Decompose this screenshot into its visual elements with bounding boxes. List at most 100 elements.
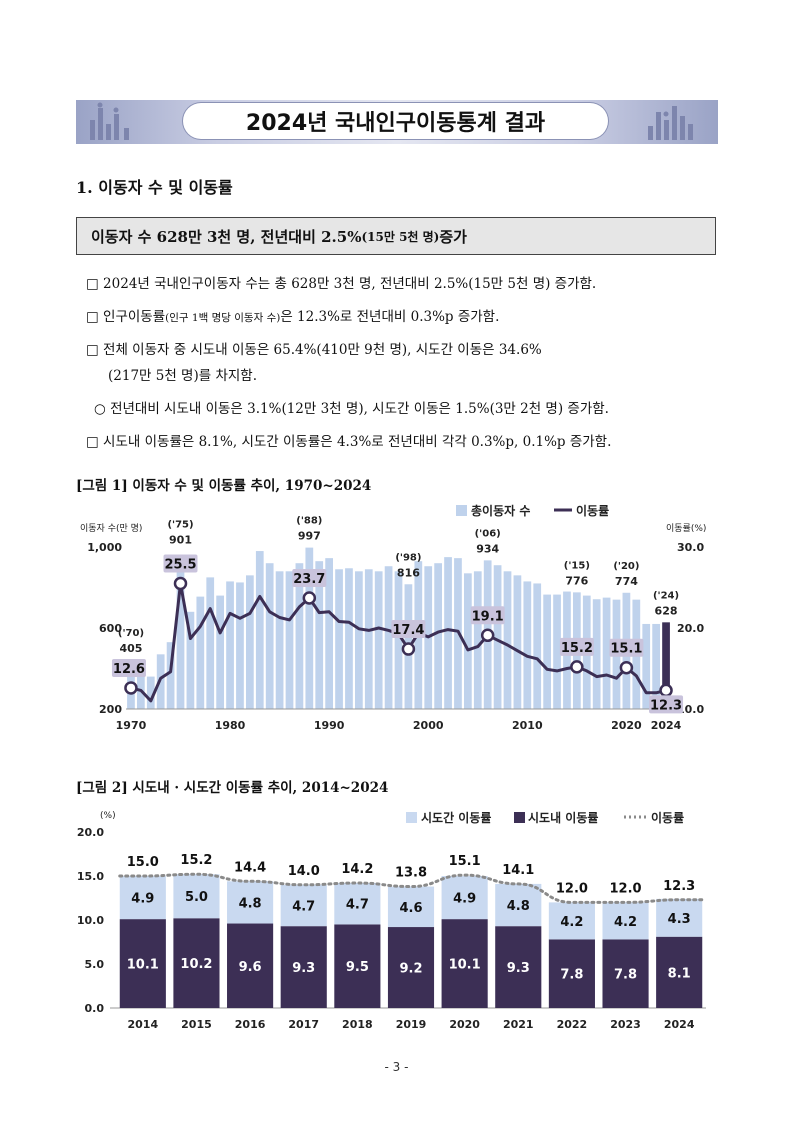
total-label-2022: 12.0 <box>556 881 588 896</box>
bar-movers-2009 <box>513 575 522 709</box>
legend-inter-swatch <box>406 812 417 823</box>
legend-total-label: 이동률 <box>651 810 684 825</box>
movers-label-2006: 934 <box>476 542 499 555</box>
bar-movers-1997 <box>394 571 403 709</box>
bar-movers-1988 <box>305 547 314 709</box>
x-tick-label: 1980 <box>215 719 246 732</box>
rate-marker-1975 <box>173 576 188 591</box>
bar-movers-1994 <box>364 569 373 709</box>
rate-label-2024: 12.3 <box>650 698 682 713</box>
x-tick-label-2016: 2016 <box>235 1018 266 1031</box>
y-tick-left: 1,000 <box>87 541 122 554</box>
rate-label-2015: 15.2 <box>561 641 593 656</box>
inter-label-2024: 4.3 <box>668 912 691 927</box>
rate-label-1975: 25.5 <box>164 557 196 572</box>
bar-movers-1981 <box>236 582 244 709</box>
bar-intra-2014 <box>119 919 166 1008</box>
total-label-2017: 14.0 <box>288 864 320 879</box>
rate-label-bg-2020 <box>609 638 644 657</box>
legend-line-label: 이동률 <box>576 503 609 518</box>
left-bar-decoration-icon <box>90 102 129 140</box>
x-tick-label: 1990 <box>314 719 345 732</box>
bar-movers-1982 <box>245 575 254 709</box>
rate-marker-1998 <box>401 642 416 656</box>
inter-label-2016: 4.8 <box>239 896 262 911</box>
bar-intra-2019 <box>387 927 435 1008</box>
total-label-2024: 12.3 <box>663 879 695 894</box>
bar-movers-1976 <box>186 611 195 709</box>
rate-label-2020: 15.1 <box>610 642 642 657</box>
total-rate-line <box>118 872 704 904</box>
bar-intra-2016 <box>227 923 274 1008</box>
bar-intra-2020 <box>441 919 488 1008</box>
x-tick-label-2023: 2023 <box>610 1018 641 1031</box>
inter-label-2014: 4.9 <box>131 892 154 907</box>
y-tick-label: 0.0 <box>85 1002 105 1015</box>
x-tick-label-2018: 2018 <box>342 1018 373 1031</box>
bar-inter-2021 <box>495 883 542 927</box>
rate-marker-1970 <box>124 681 138 695</box>
x-tick-label-2015: 2015 <box>181 1018 212 1031</box>
bar-movers-2024 <box>662 622 670 709</box>
bullet-2: □ 인구이동률(인구 1백 명당 이동자 수)은 12.3%로 전년대비 0.3… <box>86 307 499 328</box>
y-axis-left-title: 이동자 수(만 명) <box>80 523 142 534</box>
bar-inter-2014 <box>119 876 166 920</box>
rate-marker-2006 <box>480 628 495 643</box>
movers-label-1988: 997 <box>298 530 321 543</box>
bar-movers-1972 <box>146 676 155 709</box>
bar-movers-2018 <box>602 597 611 709</box>
movers-label-2024: 628 <box>655 604 678 617</box>
bar-movers-2002 <box>444 557 452 709</box>
period-label-2006: ('06) <box>475 528 501 539</box>
figure-2-caption: [그림 2] 시도내 · 시도간 이동률 추이, 2014~2024 <box>76 780 389 796</box>
bar-movers-2012 <box>543 594 552 709</box>
bullet-3-line-1: □ 전체 이동자 중 시도내 이동은 65.4%(410만 9천 명), 시도간… <box>86 342 542 358</box>
legend-bar-swatch <box>456 505 467 516</box>
y-tick-right: 20.0 <box>677 622 704 635</box>
x-tick-label: 1970 <box>116 719 147 732</box>
rate-marker-2020 <box>619 660 634 675</box>
intra-label-2020: 10.1 <box>449 958 481 973</box>
summary-box: 이동자 수 628만 3천 명, 전년대비 2.5% (15만 5천 명) 증가 <box>76 217 716 255</box>
bar-movers-1992 <box>345 568 353 709</box>
bar-movers-1983 <box>255 551 264 709</box>
bar-movers-1993 <box>354 571 363 709</box>
intra-label-2016: 9.6 <box>239 960 262 975</box>
inter-label-2021: 4.8 <box>507 899 530 914</box>
inter-label-2019: 4.6 <box>399 901 422 916</box>
figure-1-caption: [그림 1] 이동자 수 및 이동률 추이, 1970~2024 <box>76 478 372 494</box>
bar-movers-1985 <box>275 571 284 709</box>
bar-movers-1975 <box>176 567 185 709</box>
bar-movers-1984 <box>265 563 274 709</box>
total-label-2021: 14.1 <box>502 863 534 878</box>
bar-intra-2015 <box>173 918 220 1008</box>
intra-label-2015: 10.2 <box>180 957 212 972</box>
x-tick-label: 2000 <box>413 719 444 732</box>
total-label-2019: 13.8 <box>395 866 427 881</box>
bar-movers-2010 <box>523 581 532 709</box>
bar-intra-2018 <box>334 924 381 1008</box>
rate-label-1998: 17.4 <box>392 623 424 638</box>
bar-movers-2001 <box>434 563 443 709</box>
y-axis-right-title: 이동률(%) <box>666 523 706 534</box>
right-bar-decoration-icon <box>648 106 693 140</box>
intra-label-2018: 9.5 <box>346 960 369 975</box>
bar-movers-2017 <box>592 599 601 709</box>
bar-intra-2024 <box>656 936 703 1008</box>
x-tick-label-2017: 2017 <box>288 1018 319 1031</box>
inter-label-2017: 4.7 <box>292 899 315 914</box>
x-tick-label-2014: 2014 <box>128 1018 159 1031</box>
bar-movers-1980 <box>226 581 234 709</box>
total-label-2023: 12.0 <box>610 881 642 896</box>
rate-marker-2024 <box>659 683 673 698</box>
y-tick-label: 20.0 <box>77 826 104 839</box>
x-tick-label-2024: 2024 <box>664 1018 695 1031</box>
bar-movers-1989 <box>315 561 324 709</box>
legend-intra-swatch <box>514 812 525 823</box>
bar-inter-2018 <box>334 883 381 925</box>
bullet-3-line-2: (217만 5천 명)를 차지함. <box>108 368 257 384</box>
inter-label-2015: 5.0 <box>185 890 208 905</box>
y-axis-title: (%) <box>100 811 116 821</box>
total-label-2014: 15.0 <box>127 855 159 870</box>
